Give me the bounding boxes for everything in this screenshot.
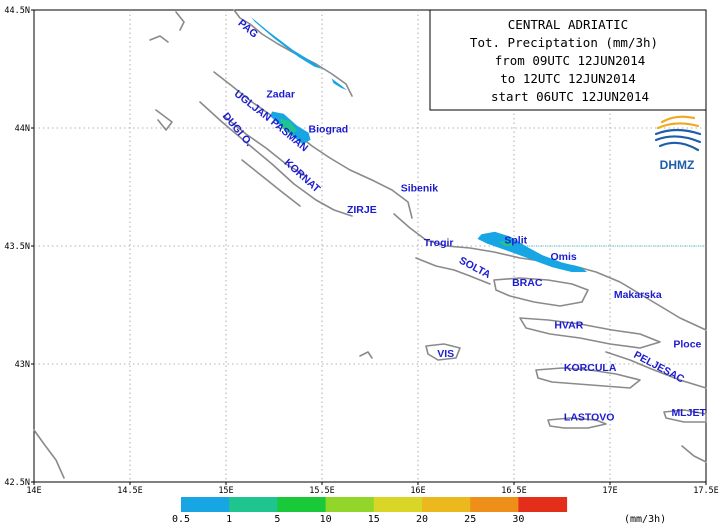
lon-tick-label: 14E bbox=[26, 486, 41, 496]
precipitation-areas bbox=[239, 2, 587, 272]
lon-tick-label: 14.5E bbox=[117, 486, 143, 496]
dhmz-logo-swirl-icon bbox=[654, 115, 702, 152]
place-label: Trogir bbox=[424, 237, 454, 249]
lat-tick-label: 43.5N bbox=[4, 242, 30, 252]
legend-label: 30 bbox=[512, 514, 524, 525]
legend-swatch bbox=[470, 497, 519, 512]
place-label: VIS bbox=[437, 348, 454, 360]
title-line-3: from 09UTC 12JUN2014 bbox=[495, 53, 646, 68]
place-label: KORCULA bbox=[564, 362, 617, 374]
legend-label: 5 bbox=[274, 514, 280, 525]
dhmz-logo: DHMZ bbox=[654, 115, 702, 172]
precip-area-0.5-1 bbox=[331, 78, 347, 91]
title-line-4: to 12UTC 12JUN2014 bbox=[500, 71, 635, 86]
title-box bbox=[429, 9, 707, 111]
legend-swatch bbox=[373, 497, 423, 512]
legend-swatch bbox=[277, 497, 327, 512]
place-label: Makarska bbox=[614, 289, 662, 301]
dhmz-logo-text: DHMZ bbox=[660, 158, 695, 172]
lon-tick-label: 17E bbox=[602, 486, 617, 496]
legend-label: 10 bbox=[320, 514, 332, 525]
place-label: MLJET bbox=[671, 407, 706, 419]
place-label: Biograd bbox=[309, 124, 349, 136]
place-label: Split bbox=[504, 235, 527, 247]
legend-swatch bbox=[181, 497, 230, 512]
legend-swatch bbox=[422, 497, 471, 512]
place-label: Sibenik bbox=[401, 183, 439, 195]
title-line-5: start 06UTC 12JUN2014 bbox=[491, 89, 649, 104]
precip-area-1-5 bbox=[498, 241, 514, 246]
legend-label: 0.5 bbox=[172, 514, 190, 525]
legend-swatch bbox=[518, 497, 568, 512]
axis-ticks: 14E 14.5E 15E 15.5E 16E 16.5E 17E 17.5E 44.5N 44N… bbox=[4, 6, 718, 496]
lon-tick-label: 17.5E bbox=[693, 486, 719, 496]
place-label: Zadar bbox=[266, 88, 295, 100]
grid-lines bbox=[34, 10, 706, 482]
lon-tick-label: 15.5E bbox=[309, 486, 335, 496]
legend-label: 1 bbox=[226, 514, 232, 525]
place-label: ZIRJE bbox=[347, 204, 377, 216]
legend-unit: (mm/3h) bbox=[624, 514, 666, 525]
precip-area-1-5 bbox=[279, 118, 297, 136]
legend-label: 15 bbox=[368, 514, 380, 525]
place-label: BRAC bbox=[512, 277, 543, 289]
place-label: Ploce bbox=[673, 338, 701, 350]
place-label: LASTOVO bbox=[564, 412, 615, 424]
place-label: Omis bbox=[550, 251, 576, 263]
lat-tick-label: 44.5N bbox=[4, 6, 30, 16]
legend-label: 20 bbox=[416, 514, 428, 525]
lon-tick-label: 16.5E bbox=[501, 486, 527, 496]
legend-swatch bbox=[325, 497, 375, 512]
lat-tick-label: 42.5N bbox=[4, 478, 30, 488]
lat-tick-label: 44N bbox=[15, 124, 30, 134]
legend-swatch bbox=[229, 497, 278, 512]
title-line-2: Tot. Preciptation (mm/3h) bbox=[470, 35, 658, 50]
lat-tick-label: 43N bbox=[15, 360, 30, 370]
lon-tick-label: 16E bbox=[410, 486, 425, 496]
place-label: HVAR bbox=[554, 320, 583, 332]
legend-label: 25 bbox=[464, 514, 476, 525]
title-line-1: CENTRAL ADRIATIC bbox=[508, 17, 628, 32]
legend: 0.5 1 5 10 15 20 25 30 bbox=[172, 497, 568, 525]
lon-tick-label: 15E bbox=[218, 486, 233, 496]
